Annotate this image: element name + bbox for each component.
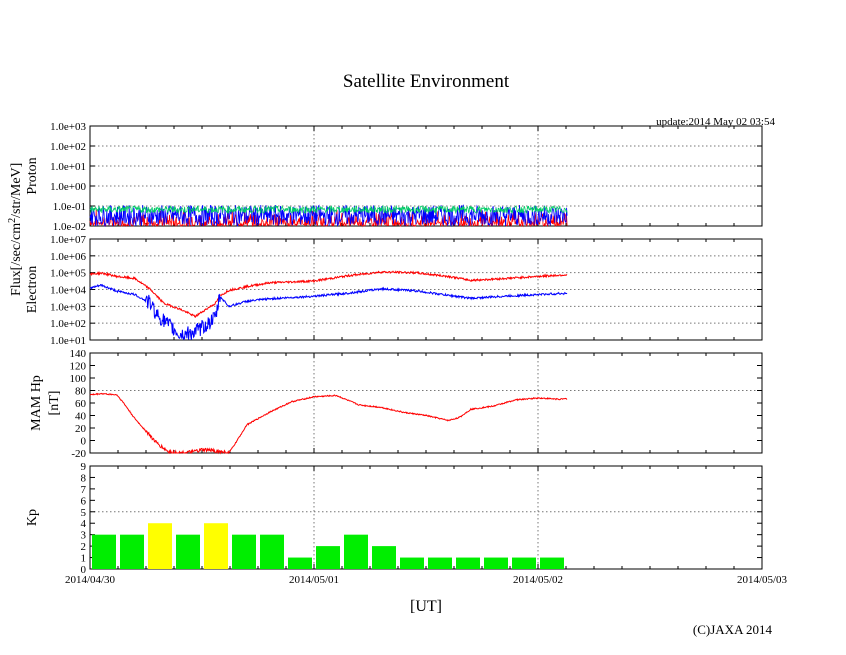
y-axis-label: Kp bbox=[25, 509, 40, 526]
y-tick-label: 1.0e+07 bbox=[50, 234, 86, 246]
kp-bar bbox=[456, 557, 480, 569]
series-line-blue bbox=[89, 283, 568, 341]
x-tick-label: 2014/05/03 bbox=[737, 574, 788, 586]
y-tick-label: 1.0e+01 bbox=[50, 335, 86, 347]
y-tick-label: 1.0e+04 bbox=[50, 285, 86, 297]
panel-frame bbox=[89, 352, 763, 454]
y-tick-label: 60 bbox=[75, 398, 87, 410]
y-tick-label: 80 bbox=[75, 386, 87, 398]
y-axis-label: Electron bbox=[25, 266, 40, 313]
y-tick-label: 1.0e+03 bbox=[50, 121, 86, 133]
y-tick-label: 140 bbox=[70, 348, 87, 360]
update-timestamp: update:2014 May 02 03:54 bbox=[656, 116, 775, 128]
kp-bar bbox=[540, 557, 564, 569]
x-tick-label: 2014/04/30 bbox=[65, 574, 116, 586]
kp-bar bbox=[400, 557, 424, 569]
y-tick-label: 120 bbox=[70, 361, 87, 373]
series-line-red bbox=[89, 392, 568, 455]
y-tick-label: 4 bbox=[81, 518, 87, 530]
kp-bar bbox=[288, 557, 312, 569]
panel-electron: 1.0e+01 1.0e+02 1.0e+03 1.0e+04 1.0e+05 1.0e+… bbox=[25, 234, 763, 347]
y-tick-label: 0 bbox=[81, 436, 87, 448]
y-tick-label: 1.0e+06 bbox=[50, 251, 86, 263]
kp-bar bbox=[512, 557, 536, 569]
y-tick-label: 1.0e+01 bbox=[50, 161, 86, 173]
y-axis-unit-label: [nT] bbox=[47, 391, 62, 416]
kp-bar bbox=[344, 534, 368, 569]
y-tick-label: 9 bbox=[81, 461, 87, 473]
y-axis-label: Proton bbox=[25, 157, 40, 194]
kp-bar bbox=[148, 523, 172, 569]
kp-bar bbox=[260, 534, 284, 569]
y-tick-label: 1.0e+02 bbox=[50, 141, 86, 153]
copyright: (C)JAXA 2014 bbox=[693, 622, 773, 637]
y-tick-label: -20 bbox=[71, 448, 86, 460]
x-axis-ticks: 2014/04/30 2014/05/01 2014/05/02 2014/05/03 bbox=[65, 574, 788, 586]
series-line-red bbox=[89, 270, 568, 319]
y-tick-label: 7 bbox=[81, 484, 87, 496]
series-line-blue bbox=[89, 204, 568, 228]
y-tick-label: 20 bbox=[75, 423, 87, 435]
kp-bar bbox=[316, 546, 340, 569]
chart-title: Satellite Environment bbox=[343, 71, 510, 92]
series-line-green bbox=[89, 204, 568, 215]
y-tick-label: 3 bbox=[81, 530, 87, 542]
y-tick-label: 40 bbox=[75, 411, 87, 423]
y-tick-label: 1.0e-01 bbox=[53, 201, 86, 213]
y-axis-label: MAM Hp bbox=[29, 375, 44, 431]
flux-units-label: Flux[/sec/cm2/str/MeV] bbox=[7, 163, 24, 296]
kp-bar bbox=[428, 557, 452, 569]
kp-bar bbox=[204, 523, 228, 569]
y-tick-label: 8 bbox=[81, 472, 87, 484]
kp-bar bbox=[372, 546, 396, 569]
y-tick-label: 1 bbox=[81, 553, 87, 565]
x-tick-label: 2014/05/01 bbox=[289, 574, 339, 586]
y-tick-label: 1.0e-02 bbox=[53, 221, 86, 233]
y-tick-label: 1.0e+05 bbox=[50, 268, 86, 280]
y-tick-label: 0 bbox=[81, 564, 87, 576]
panels: 1.0e-021.0e-011.0e+001.0e+011.0e+021.0e+… bbox=[25, 121, 763, 576]
kp-bar bbox=[232, 534, 256, 569]
kp-bar bbox=[120, 534, 144, 569]
kp-bar bbox=[176, 534, 200, 569]
y-tick-label: 5 bbox=[81, 507, 87, 519]
y-tick-label: 1.0e+02 bbox=[50, 318, 86, 330]
kp-bar bbox=[484, 557, 508, 569]
x-tick-label: 2014/05/02 bbox=[513, 574, 563, 586]
x-axis-label: [UT] bbox=[410, 598, 442, 615]
kp-bar bbox=[92, 534, 116, 569]
y-tick-label: 2 bbox=[81, 541, 87, 553]
y-tick-label: 6 bbox=[81, 495, 87, 507]
y-tick-label: 100 bbox=[70, 373, 87, 385]
panel-proton: 1.0e-02 1.0e-01 1.0e+00 1.0e+01 1.0e+02 1.0e+… bbox=[25, 121, 763, 233]
y-tick-label: 1.0e+00 bbox=[50, 181, 86, 193]
y-tick-label: 1.0e+03 bbox=[50, 301, 86, 313]
